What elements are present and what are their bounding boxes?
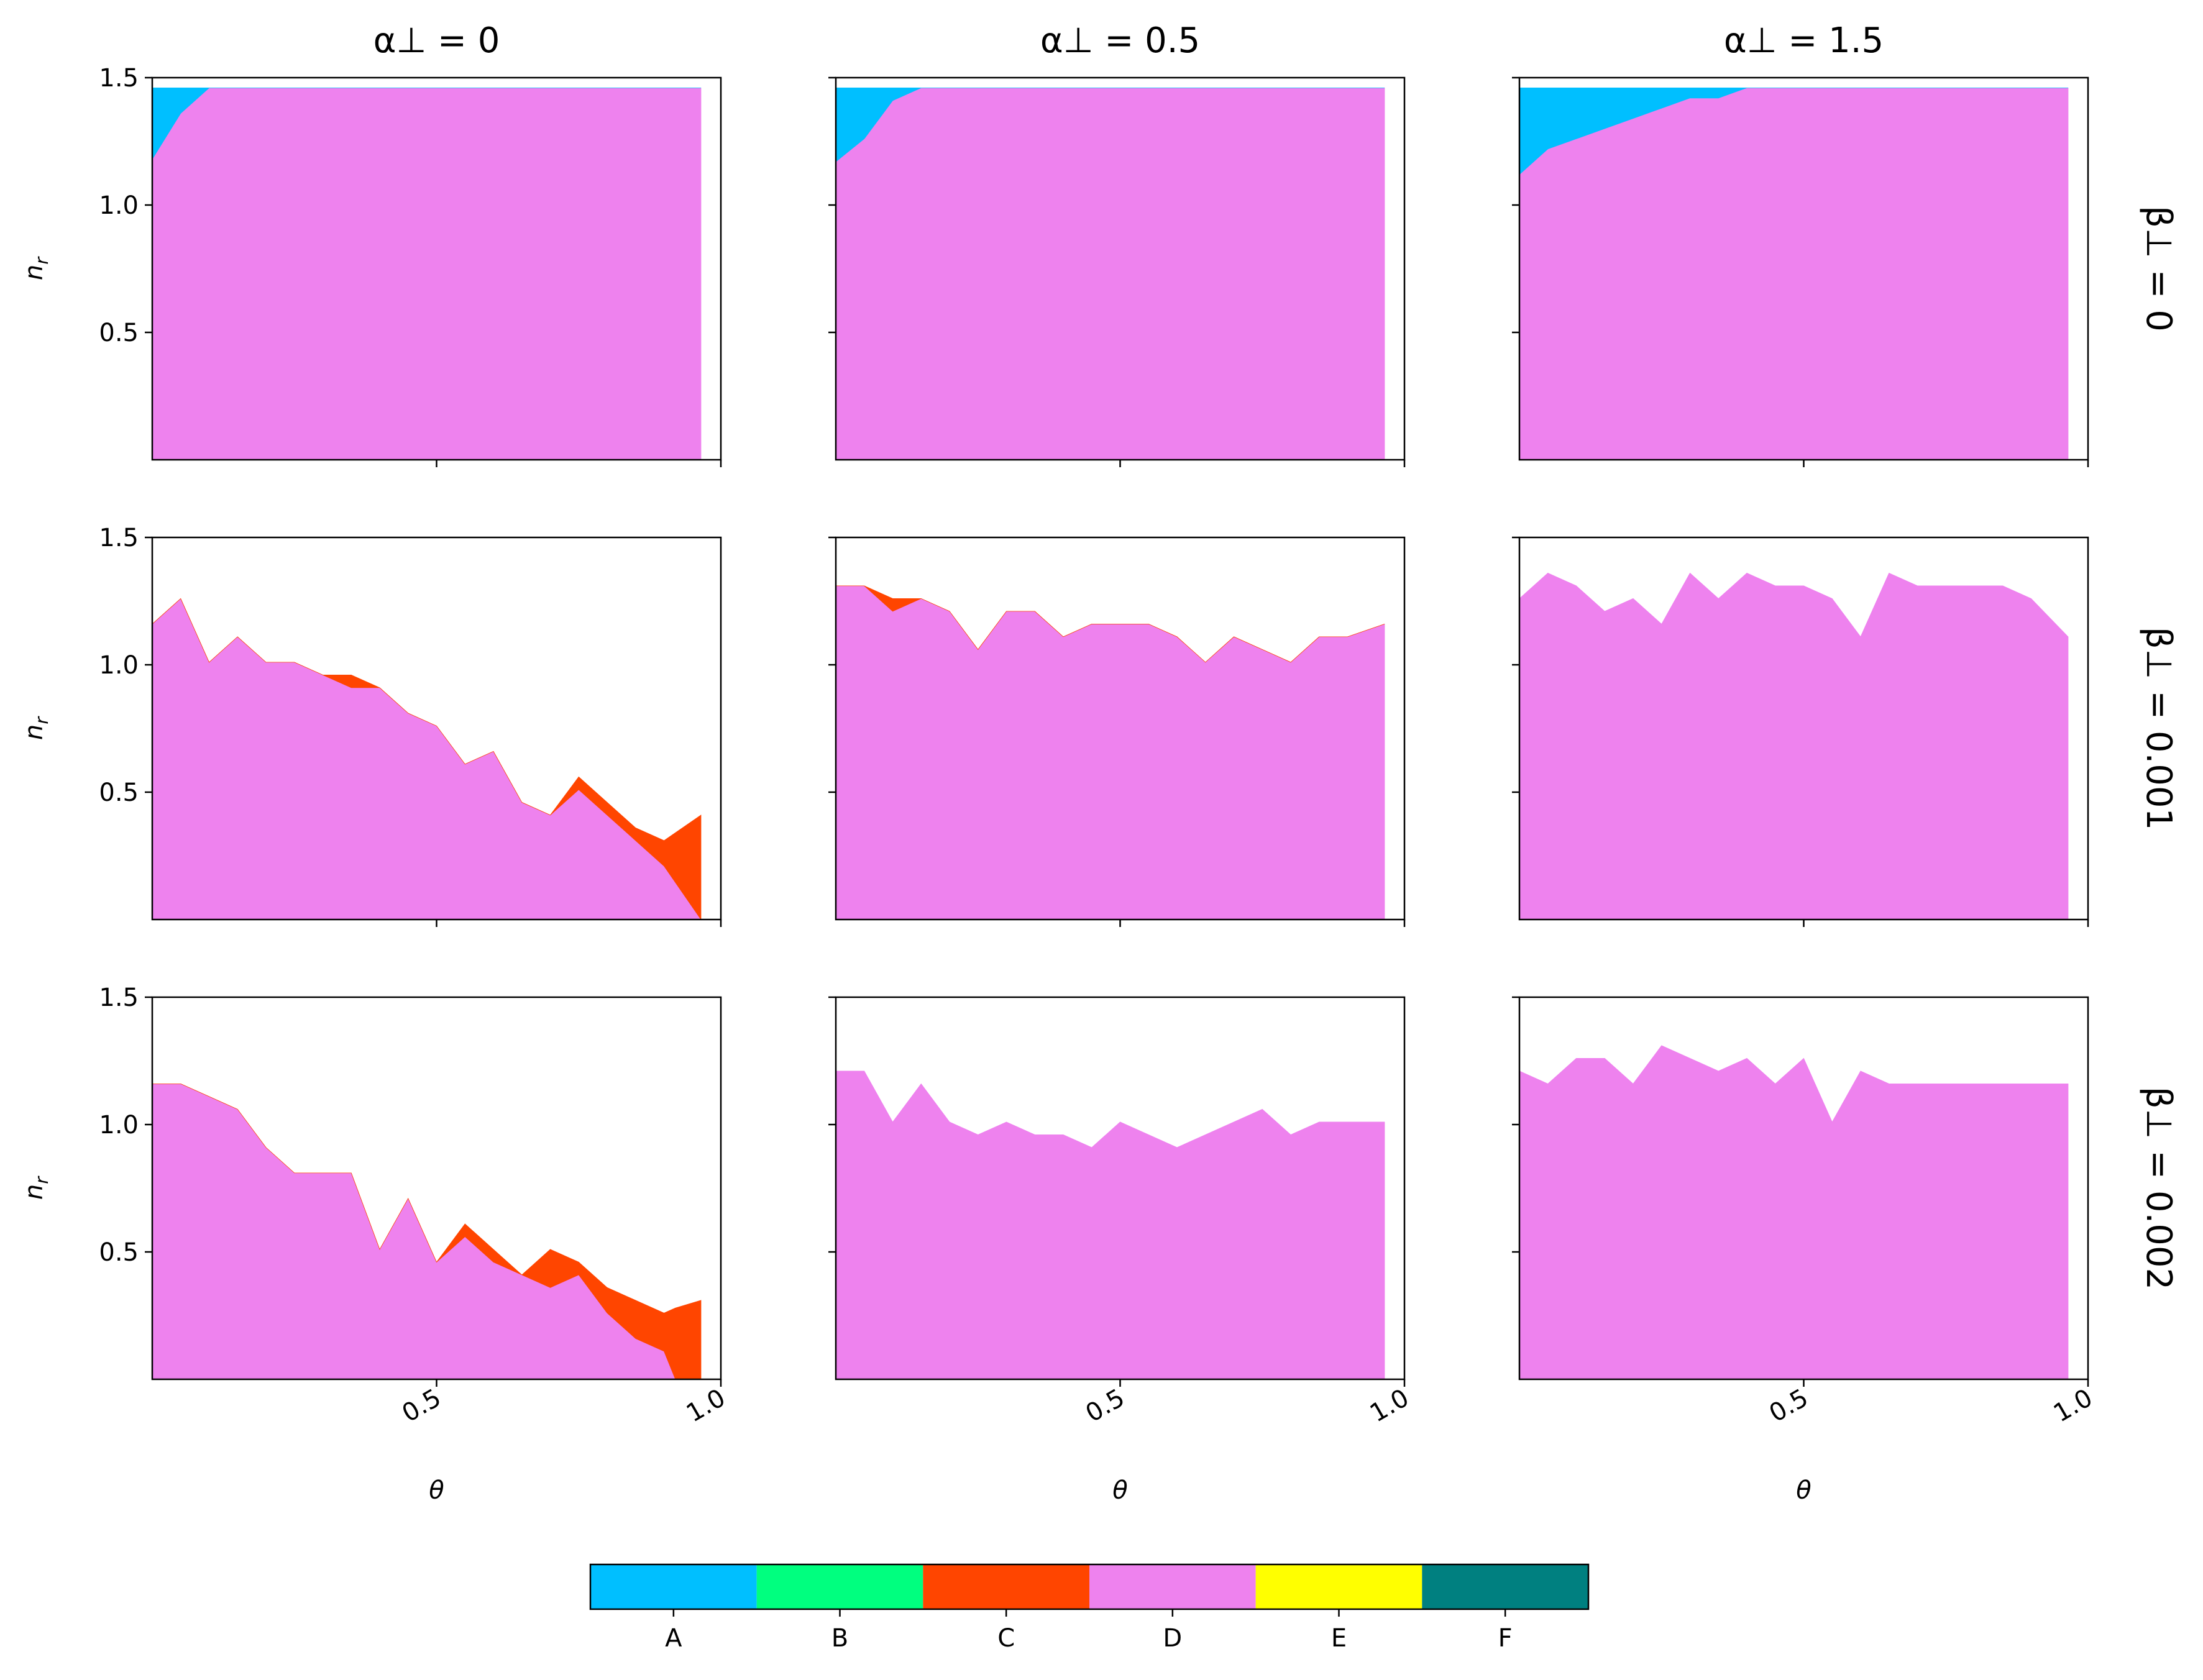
colorbar-label-F: F [1498,1624,1513,1653]
region-D-area-r0c2 [1519,88,2069,460]
region-A-area-r0c1 [835,88,1385,163]
column-titles: α⊥ = 0 α⊥ = 0.5 α⊥ = 1.5 [373,21,1884,61]
subplot-r1c0: 0.5 1.0 1.5 nr [20,524,722,927]
y-axis-label-r1c0: nr [20,716,52,740]
y-tick-label-r1c0-2: 1.5 [99,524,139,552]
y-tick-label-r0c0-1: 1.0 [99,191,139,220]
colorbar-label-E: E [1331,1624,1347,1653]
colorbar-swatch-D [1089,1564,1256,1609]
x-axis-label-r2c1: θ [1112,1476,1127,1505]
row-titles: β⊥ = 0 β⊥ = 0.001 β⊥ = 0.002 [2138,206,2179,1290]
region-C-area-r2c0 [152,1084,702,1380]
y-tick-label-r2c0-2: 1.5 [99,984,139,1012]
region-C-area-r1c1 [836,585,1385,663]
subplot-r1c1 [828,536,1406,927]
subplot-r0c1 [828,76,1406,467]
x-axis-label-r2c2: θ [1796,1476,1811,1505]
row-title-2: β⊥ = 0.002 [2138,1087,2179,1290]
column-title-0: α⊥ = 0 [373,21,500,61]
y-tick-label-r1c0-0: 0.5 [99,778,139,807]
y-tick-label-r0c0-0: 0.5 [99,319,139,347]
y-tick-label-r2c0-1: 1.0 [99,1111,139,1139]
x-axis-label-r2c0: θ [429,1476,444,1505]
region-A-area-r0c0 [152,88,701,160]
colorbar-swatch-E [1255,1564,1422,1609]
region-D-area-r2c2 [1519,1045,2069,1380]
colorbar-label-B: B [831,1624,848,1653]
region-D-area-r0c0 [152,88,702,460]
colorbar-swatch-A [590,1564,757,1609]
colorbar-frame [589,1563,1590,1610]
y-tick-label-r0c0-2: 1.5 [99,64,139,93]
region-C-area-r1c0 [152,598,702,921]
column-title-1: α⊥ = 0.5 [1040,21,1200,61]
region-D-area-r1c2 [1519,572,2069,920]
colorbar-label-A: A [665,1624,682,1653]
y-tick-label-r2c0-0: 0.5 [99,1238,139,1267]
row-title-0: β⊥ = 0 [2138,206,2179,332]
column-title-2: α⊥ = 1.5 [1724,21,1884,61]
subplot-r1c2 [1512,536,2089,927]
colorbar-label-C: C [997,1624,1015,1653]
subplot-r0c0: 0.51.01.5nr [20,64,722,467]
y-tick-label-r1c0-1: 1.0 [99,651,139,680]
colorbar-swatch-B [756,1564,923,1609]
region-A-area-r0c2 [1519,88,2068,175]
colorbar-swatch-C [923,1564,1089,1609]
colorbar-label-D: D [1163,1624,1182,1653]
colorbar-swatch-F [1422,1564,1588,1609]
row-title-1: β⊥ = 0.001 [2138,627,2179,830]
region-D-area-r0c1 [835,88,1385,460]
subplot-r0c2 [1512,76,2089,467]
colorbar-legend: A B C D E F [589,1563,1590,1653]
